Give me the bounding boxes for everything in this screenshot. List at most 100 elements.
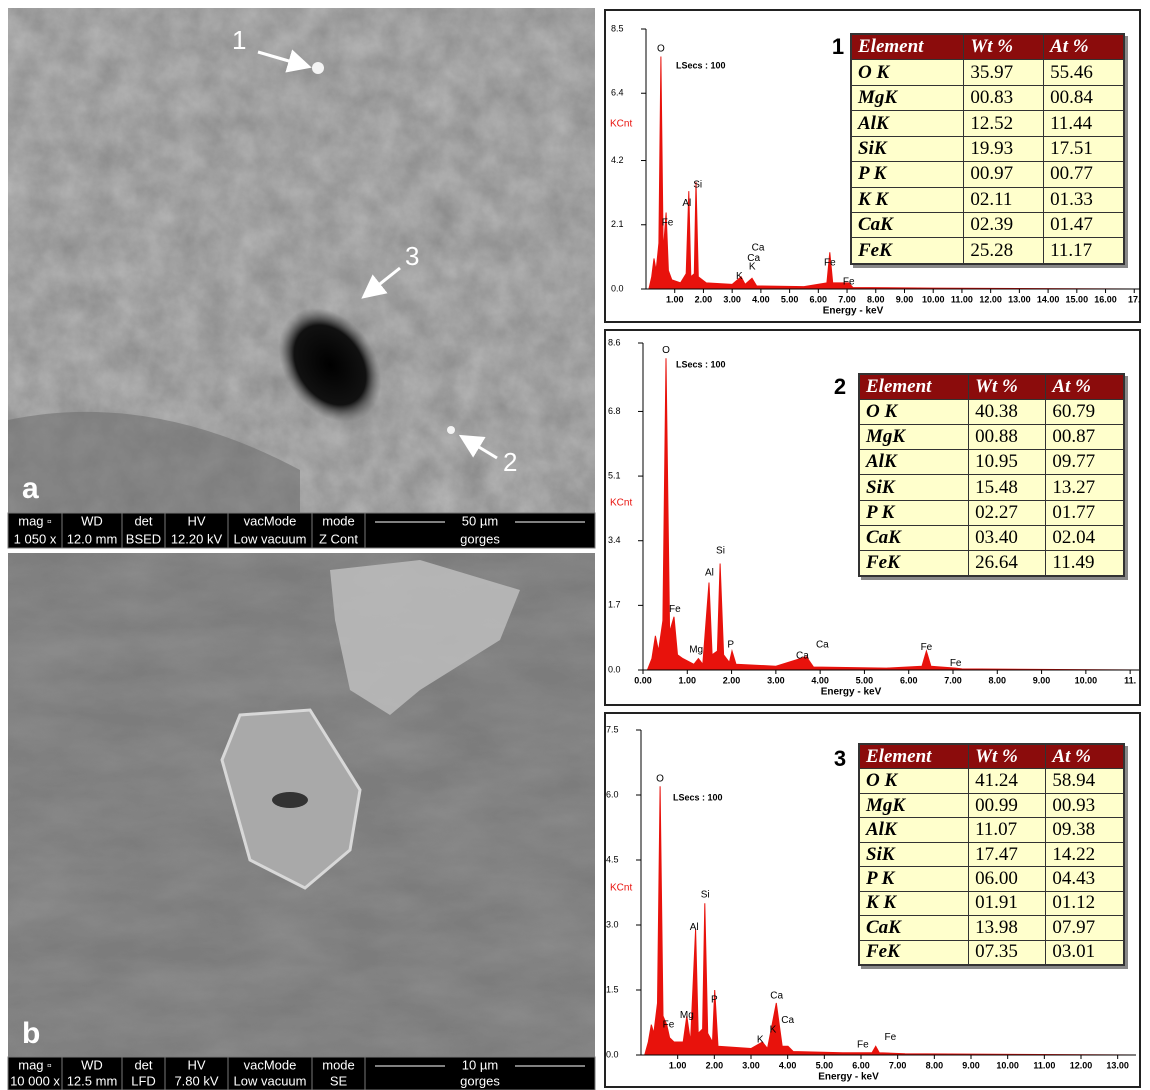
table-row: SiK 17.47 14.22 [858, 841, 1125, 868]
value-cell: 00.88 [968, 424, 1047, 451]
info-value: 12.20 kV [171, 531, 223, 546]
spectrum [646, 358, 1140, 671]
info-value: 7.80 kV [174, 1073, 218, 1088]
peak-label: Mg [689, 644, 703, 655]
table-row: K K 01.91 01.12 [858, 890, 1125, 917]
peak-label: Fe [884, 1032, 896, 1043]
value-cell: 03.01 [1045, 939, 1125, 966]
x-tick-label: 4.00 [779, 1060, 797, 1070]
x-tick-label: 9.00 [896, 294, 914, 304]
x-axis-label: Energy - keV [818, 1072, 879, 1083]
value-cell: 01.91 [968, 890, 1047, 917]
value-cell: 11.49 [1045, 549, 1125, 577]
value-cell: 11.44 [1043, 110, 1125, 137]
value-cell: 04.43 [1045, 866, 1125, 892]
info-cell [364, 512, 596, 549]
arrow-label: 3 [405, 241, 419, 271]
y-tick-label: 0.0 [608, 664, 621, 674]
value-cell: 03.40 [968, 524, 1047, 551]
value-cell: 00.99 [968, 792, 1047, 819]
peak-label: Ca [747, 253, 760, 264]
peak-label: Al [682, 198, 691, 209]
info-value: SE [330, 1073, 348, 1088]
info-value: Low vacuum [234, 531, 307, 546]
info-cell [364, 1056, 596, 1090]
peak-label: Ca [770, 991, 783, 1002]
peak-label: Fe [950, 658, 962, 669]
info-value: 1 050 x [14, 531, 57, 546]
info-value: 12.0 mm [67, 531, 118, 546]
x-tick-label: 1.00 [679, 675, 697, 685]
info-header: vacMode [244, 513, 297, 528]
arrow-label: 1 [232, 25, 246, 55]
value-cell: 17.51 [1043, 135, 1125, 163]
scale-label: 50 µm [462, 513, 498, 528]
peak-label: Ca [816, 640, 829, 651]
table-row: CaK 03.40 02.04 [858, 524, 1125, 551]
peak-label: Fe [662, 218, 674, 229]
peak-label: Si [716, 546, 725, 557]
peak-label: Ca [796, 651, 809, 662]
value-cell: 55.46 [1043, 59, 1125, 86]
element-cell: P K [850, 161, 965, 188]
y-tick-label: 4.5 [606, 854, 619, 864]
peak-label: Fe [669, 604, 681, 615]
table-header: At % [1045, 743, 1125, 770]
x-tick-label: 17. [1128, 294, 1141, 304]
x-tick-label: 2.00 [706, 1060, 724, 1070]
peak-label: P [711, 995, 718, 1006]
acq-note: LSecs : 100 [673, 792, 723, 802]
sem-image-b: b [8, 553, 595, 1057]
info-bar-bg [8, 513, 595, 548]
x-tick-label: 12.00 [1070, 1060, 1093, 1070]
sample-name: gorges [460, 531, 500, 546]
element-cell: MgK [858, 424, 970, 451]
table-header: Element [858, 743, 970, 770]
x-tick-label: 7.00 [838, 294, 856, 304]
element-cell: O K [850, 59, 965, 86]
peak-label: Fe [824, 258, 836, 269]
value-cell: 02.04 [1045, 524, 1125, 551]
y-tick-label: 3.0 [606, 919, 619, 929]
element-cell: FeK [858, 549, 970, 577]
value-cell: 58.94 [1045, 768, 1125, 794]
value-cell: 17.47 [968, 841, 1047, 868]
table-row: P K 02.27 01.77 [858, 499, 1125, 526]
element-cell: SiK [850, 135, 965, 163]
x-tick-label: 6.00 [852, 1060, 870, 1070]
spot-number: 1 [832, 34, 844, 59]
x-tick-label: 14.00 [1037, 294, 1060, 304]
info-value: Low vacuum [234, 1073, 307, 1088]
info-header: det [134, 513, 152, 528]
info-header: mag ▫ [18, 513, 52, 528]
element-cell: O K [858, 768, 970, 794]
value-cell: 02.11 [963, 186, 1045, 214]
x-tick-label: 6.00 [810, 294, 828, 304]
spectrum [644, 786, 1137, 1056]
peak-label: Al [705, 568, 714, 579]
table-header: Wt % [963, 33, 1045, 61]
element-cell: FeK [850, 237, 965, 265]
table-row: FeK 26.64 11.49 [858, 549, 1125, 577]
info-header: det [134, 1057, 152, 1072]
peak-label: Ca [781, 1015, 794, 1026]
value-cell: 14.22 [1045, 841, 1125, 868]
peak-label: P [727, 640, 734, 651]
table-row: AlK 12.52 11.44 [850, 110, 1125, 137]
composition-table: Element Wt % At % O K 35.97 55.46 MgK 00.83 00.8… [850, 33, 1125, 265]
table-row: AlK 10.95 09.77 [858, 449, 1125, 476]
value-cell: 41.24 [968, 768, 1047, 794]
table-header: Element [850, 33, 965, 61]
info-value: 12.5 mm [67, 1073, 118, 1088]
table-header: At % [1043, 33, 1125, 61]
element-cell: K K [850, 186, 965, 214]
value-cell: 15.48 [968, 474, 1047, 501]
spot-number: 2 [834, 374, 846, 399]
table-row: CaK 02.39 01.47 [850, 212, 1125, 239]
x-tick-label: 16.00 [1094, 294, 1117, 304]
x-axis-label: Energy - keV [821, 687, 882, 698]
value-cell: 40.38 [968, 399, 1047, 426]
value-cell: 00.97 [963, 161, 1045, 188]
